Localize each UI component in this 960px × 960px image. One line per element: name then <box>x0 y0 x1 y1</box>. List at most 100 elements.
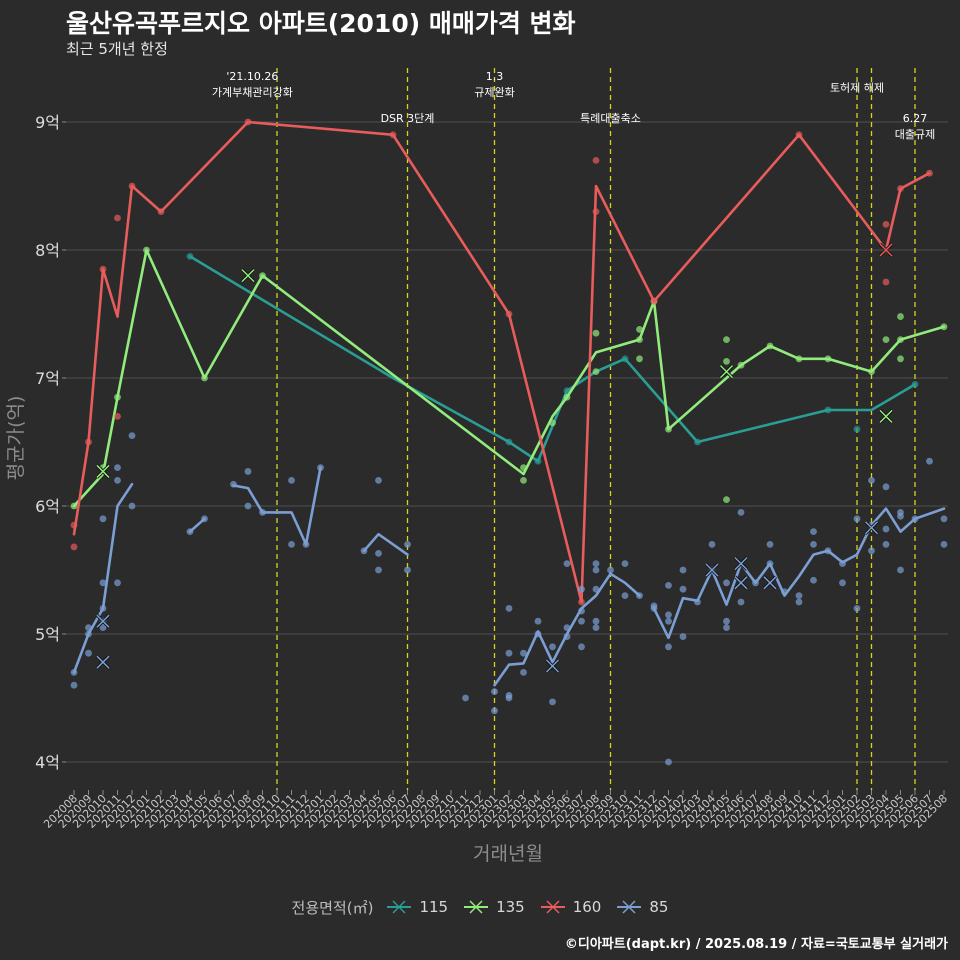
series-85-point <box>679 633 687 640</box>
legend-key-85 <box>617 900 642 914</box>
series-160-point <box>592 157 600 164</box>
series-85-point <box>505 605 513 612</box>
series-85-point <box>940 515 948 523</box>
series-135-point <box>592 329 600 337</box>
chart-subtitle: 최근 5개년 한정 <box>66 40 168 58</box>
series-85-point <box>70 681 78 689</box>
series-135 <box>70 246 948 510</box>
series-85-point <box>592 624 600 631</box>
event-label: 토허제 해제 <box>830 80 884 94</box>
series-85-point <box>578 617 585 625</box>
series-85-point <box>940 541 948 548</box>
legend-title: 전용면적(㎡) <box>291 898 374 917</box>
series-85-point <box>737 598 745 606</box>
series-135-point <box>665 425 672 433</box>
series-85-point <box>853 515 861 523</box>
series-135-point <box>520 464 527 471</box>
legend-key-160 <box>540 900 565 914</box>
series-85-point <box>882 525 890 533</box>
series-135-point <box>114 393 121 401</box>
series-85-cross <box>545 659 560 673</box>
y-tick-label: 8억 <box>35 241 60 260</box>
series-85-point <box>592 566 600 574</box>
series-135-cross <box>879 409 893 423</box>
series-85-cross <box>96 614 110 628</box>
legend-key-135 <box>464 900 489 914</box>
series-85-point <box>520 669 527 676</box>
series-85-point <box>114 477 121 484</box>
series-160-point <box>882 278 890 286</box>
series-85-point <box>462 694 469 702</box>
series-115-point <box>824 406 832 414</box>
series-135-point <box>723 496 730 503</box>
series-85-point <box>766 560 774 567</box>
series-85-point <box>491 688 498 695</box>
series-160-point <box>897 185 904 192</box>
series-160-point <box>99 265 107 273</box>
series-85-point <box>244 468 252 475</box>
series-135-point <box>824 355 832 363</box>
series-160-point <box>578 598 585 606</box>
series-135-cross <box>719 365 734 379</box>
series-135-point <box>70 502 78 510</box>
series-85-point <box>868 547 875 555</box>
x-axis-ticks: 2020082020092020102020112020122021012021… <box>41 790 950 831</box>
series-85-point <box>737 509 745 516</box>
series-85-point <box>85 624 92 631</box>
series-135-point <box>549 419 556 427</box>
event-label: '21.10.26 <box>226 70 278 83</box>
series-160-point <box>926 169 933 177</box>
series-85-point <box>128 502 136 510</box>
series-85-point <box>85 649 92 657</box>
series-85-point <box>679 566 687 574</box>
series-85-point <box>534 617 542 625</box>
chart-title: 울산유곡푸르지오 아파트(2010) 매매가격 변화 <box>66 9 576 38</box>
event-label: 1.3 <box>486 70 504 83</box>
series-135-point <box>868 368 875 375</box>
series-85-point <box>839 579 846 587</box>
series-85-point <box>810 541 817 548</box>
series-85-point <box>650 602 658 610</box>
series-160-line <box>72 120 931 604</box>
series-85-point <box>186 528 194 535</box>
series-160-point <box>70 543 78 551</box>
series-135-point <box>897 355 904 363</box>
series-85-point <box>723 617 730 625</box>
series-85-point <box>665 611 672 619</box>
series-85-cross <box>763 576 777 590</box>
series-85-point <box>679 585 687 593</box>
y-tick-label: 4억 <box>35 753 60 772</box>
series-115-point <box>505 438 513 446</box>
series-85-point <box>259 509 266 516</box>
series-160-point <box>505 310 513 318</box>
series-85-point <box>578 585 585 593</box>
series-85-cross <box>734 576 748 590</box>
legend-label: 135 <box>496 898 525 916</box>
event-label: 6.27 <box>903 112 928 125</box>
series-85-line <box>72 482 134 674</box>
legend-label: 115 <box>419 898 449 916</box>
series-135-point <box>766 342 774 350</box>
series-85-point <box>317 464 324 471</box>
series-85-point <box>70 669 78 676</box>
series-85-cross <box>705 563 719 577</box>
series-85-point <box>882 483 890 491</box>
series-85-point <box>708 541 716 548</box>
grid <box>66 121 948 763</box>
legend-label: 85 <box>649 898 669 916</box>
series-85-point <box>621 592 629 599</box>
event-label: 규제완화 <box>474 86 514 99</box>
series-135-point <box>636 336 643 343</box>
series-135-point <box>143 246 150 254</box>
legend-key-cross <box>392 900 406 914</box>
series-85-point <box>853 605 861 612</box>
series-85-point <box>911 515 919 523</box>
series-85-point <box>563 560 571 567</box>
series-135-point <box>563 393 571 401</box>
series-85-point <box>592 585 600 593</box>
series-85-cross <box>864 521 879 535</box>
series-85-point <box>99 579 107 587</box>
series-85-point <box>99 515 107 523</box>
series-85-point <box>549 698 556 706</box>
